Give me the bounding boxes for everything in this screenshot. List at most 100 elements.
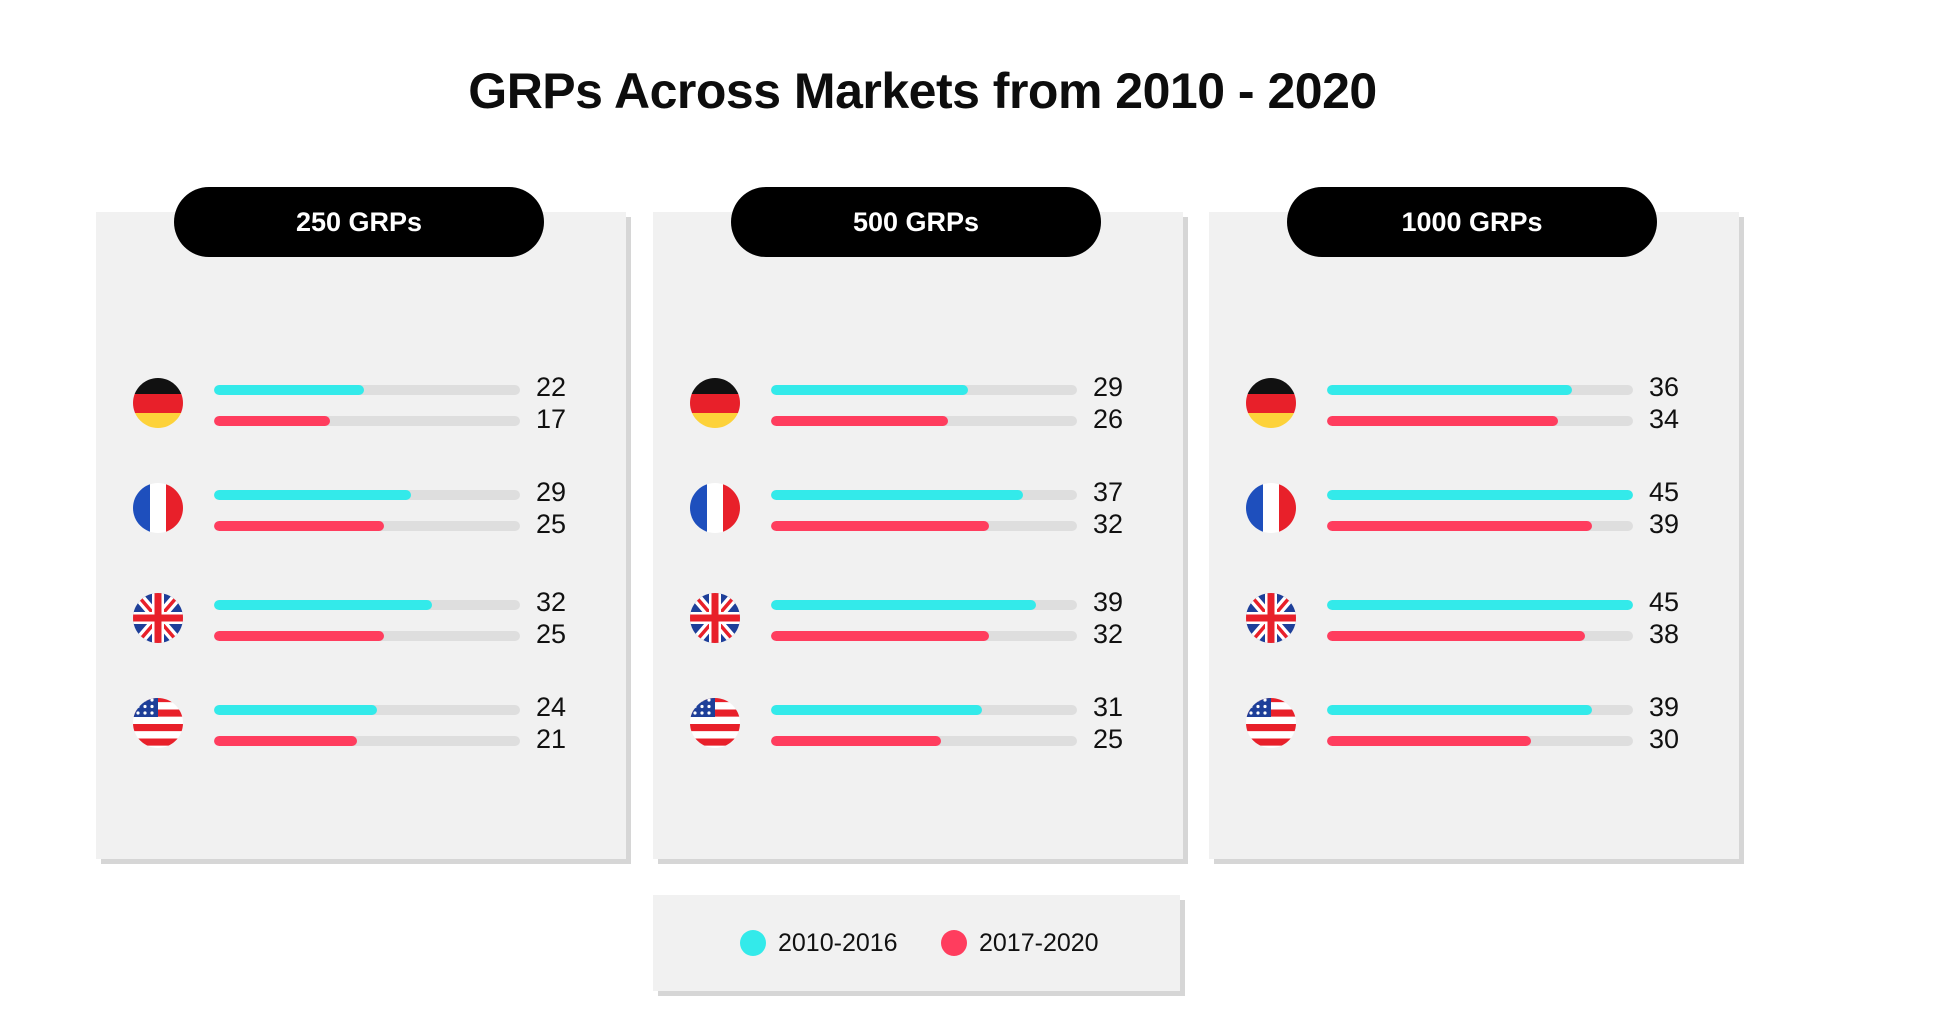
data-label: 25 <box>1093 724 1124 754</box>
bar-2010-2016 <box>1327 385 1572 395</box>
bar-track <box>214 490 520 500</box>
data-label: 17 <box>536 404 567 434</box>
panel-0: 22 17 29 25 32 25 24 21 <box>96 212 626 859</box>
data-label: 25 <box>536 509 567 539</box>
france-flag-icon <box>690 480 740 536</box>
germany-flag-icon <box>690 375 740 431</box>
bar-2010-2016 <box>771 600 1036 610</box>
bar-2010-2016 <box>1327 705 1592 715</box>
data-label: 26 <box>1093 404 1124 434</box>
legend-label-2010-2016: 2010-2016 <box>778 929 898 957</box>
market-row: 29 25 <box>96 474 626 544</box>
data-label: 37 <box>1093 477 1124 507</box>
usa-flag-icon <box>1246 695 1296 751</box>
data-label: 39 <box>1649 509 1680 539</box>
uk-flag-icon <box>1246 590 1296 646</box>
market-row: 37 32 <box>653 474 1183 544</box>
bar-track <box>214 600 520 610</box>
bar-2010-2016 <box>1327 490 1633 500</box>
bar-track <box>1327 705 1633 715</box>
bar-2010-2016 <box>214 705 377 715</box>
data-label: 32 <box>1093 619 1124 649</box>
data-label: 34 <box>1649 404 1680 434</box>
data-label: 22 <box>536 372 567 402</box>
germany-flag-icon <box>133 375 183 431</box>
bar-2010-2016 <box>214 385 364 395</box>
bar-track <box>1327 521 1633 531</box>
panel-header-2: 1000 GRPs <box>1287 187 1657 257</box>
bar-2017-2020 <box>771 736 941 746</box>
bar-track <box>1327 385 1633 395</box>
bar-2010-2016 <box>214 490 411 500</box>
legend-label-2017-2020: 2017-2020 <box>979 929 1099 957</box>
bar-track <box>214 631 520 641</box>
bar-track <box>771 490 1077 500</box>
bar-2017-2020 <box>214 521 384 531</box>
bar-track <box>771 600 1077 610</box>
data-label: 32 <box>536 587 567 617</box>
france-flag-icon <box>1246 480 1296 536</box>
usa-flag-icon <box>690 695 740 751</box>
market-row: 45 39 <box>1209 474 1739 544</box>
market-row: 24 21 <box>96 689 626 759</box>
market-row: 39 30 <box>1209 689 1739 759</box>
bar-track <box>214 521 520 531</box>
data-label: 45 <box>1649 587 1680 617</box>
bar-track <box>1327 631 1633 641</box>
panel-header-1: 500 GRPs <box>731 187 1101 257</box>
bar-track <box>1327 736 1633 746</box>
legend-swatch-2017-2020 <box>941 930 967 956</box>
market-row: 22 17 <box>96 369 626 439</box>
uk-flag-icon <box>690 590 740 646</box>
usa-flag-icon <box>133 695 183 751</box>
data-label: 39 <box>1649 692 1680 722</box>
chart-title: GRPs Across Markets from 2010 - 2020 <box>468 63 1377 119</box>
bar-track <box>214 416 520 426</box>
bar-track <box>771 631 1077 641</box>
bar-2017-2020 <box>1327 631 1585 641</box>
bar-2017-2020 <box>214 736 357 746</box>
bar-track <box>1327 416 1633 426</box>
bar-2010-2016 <box>1327 600 1633 610</box>
bar-2017-2020 <box>214 631 384 641</box>
bar-2010-2016 <box>771 705 982 715</box>
market-row: 31 25 <box>653 689 1183 759</box>
bar-track <box>214 705 520 715</box>
bar-2017-2020 <box>771 416 948 426</box>
bar-2017-2020 <box>1327 736 1531 746</box>
legend-swatch-2010-2016 <box>740 930 766 956</box>
bar-track <box>214 385 520 395</box>
bar-2017-2020 <box>771 521 989 531</box>
bar-2017-2020 <box>214 416 330 426</box>
market-row: 32 25 <box>96 584 626 654</box>
bar-track <box>771 385 1077 395</box>
data-label: 39 <box>1093 587 1124 617</box>
panel-2: 36 34 45 39 45 38 39 30 <box>1209 212 1739 859</box>
data-label: 31 <box>1093 692 1124 722</box>
bar-track <box>771 705 1077 715</box>
bar-track <box>771 416 1077 426</box>
data-label: 30 <box>1649 724 1680 754</box>
data-label: 32 <box>1093 509 1124 539</box>
data-label: 36 <box>1649 372 1680 402</box>
data-label: 24 <box>536 692 567 722</box>
bar-track <box>771 736 1077 746</box>
data-label: 38 <box>1649 619 1680 649</box>
data-label: 29 <box>536 477 567 507</box>
panel-header-0: 250 GRPs <box>174 187 544 257</box>
france-flag-icon <box>133 480 183 536</box>
bar-2017-2020 <box>771 631 989 641</box>
bar-2010-2016 <box>771 490 1023 500</box>
data-label: 21 <box>536 724 567 754</box>
market-row: 29 26 <box>653 369 1183 439</box>
germany-flag-icon <box>1246 375 1296 431</box>
bar-2010-2016 <box>214 600 432 610</box>
bar-track <box>1327 490 1633 500</box>
data-label: 45 <box>1649 477 1680 507</box>
market-row: 36 34 <box>1209 369 1739 439</box>
legend: 2010-2016 2017-2020 <box>653 895 1180 991</box>
bar-2017-2020 <box>1327 416 1558 426</box>
bar-track <box>214 736 520 746</box>
bar-track <box>1327 600 1633 610</box>
panel-1: 29 26 37 32 39 32 31 25 <box>653 212 1183 859</box>
